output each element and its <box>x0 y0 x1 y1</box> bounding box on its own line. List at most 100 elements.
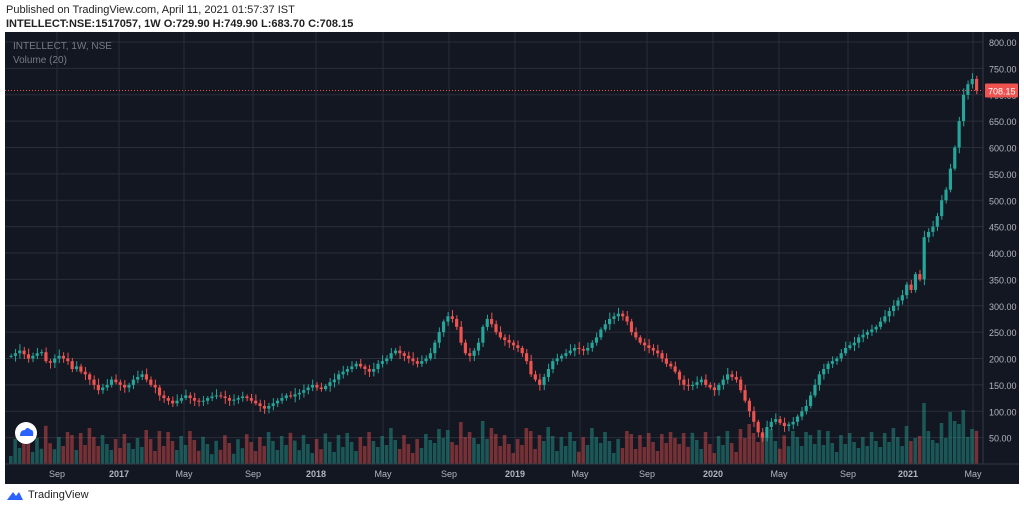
volume-bar <box>782 435 786 464</box>
volume-bar <box>498 446 502 464</box>
volume-bar <box>773 441 778 464</box>
candle-body <box>896 300 900 306</box>
volume-bar <box>734 452 738 464</box>
volume-bar <box>533 449 537 464</box>
candle-body <box>708 384 712 388</box>
publish-header: Published on TradingView.com, April 11, … <box>6 3 353 31</box>
volume-bar <box>660 434 664 464</box>
candle-body <box>420 361 424 364</box>
candle-body <box>188 395 192 399</box>
candle-body <box>948 168 952 190</box>
volume-bar <box>725 431 730 464</box>
candle-body <box>638 337 642 343</box>
volume-bar <box>550 436 555 464</box>
candle-body <box>559 355 564 359</box>
candle-body <box>695 382 699 385</box>
candle-body <box>861 334 865 338</box>
candle-body <box>92 379 96 385</box>
volume-bar <box>402 435 406 464</box>
price-tick-label: 200.00 <box>989 355 1017 365</box>
candle-body <box>171 400 175 404</box>
volume-bar <box>43 425 48 464</box>
volume-bar <box>515 439 520 464</box>
volume-bar <box>249 442 253 464</box>
candle-body <box>123 384 127 388</box>
volume-bar <box>760 434 765 464</box>
candle-body <box>249 398 253 401</box>
candle-body <box>13 353 17 356</box>
volume-bar <box>970 429 974 464</box>
candle-body <box>747 400 751 412</box>
candle-body <box>524 353 529 362</box>
volume-bar <box>183 445 188 464</box>
candle-body <box>498 332 502 338</box>
volume-bar <box>445 430 450 464</box>
candle-body <box>656 350 660 354</box>
volume-bar <box>113 439 118 464</box>
open-value: O:729.90 <box>163 18 210 30</box>
time-axis[interactable] <box>5 464 1019 484</box>
candle-body <box>804 405 808 412</box>
volume-bar <box>389 428 393 464</box>
volume-bar <box>585 445 590 464</box>
chart-area[interactable]: 50.00 100.00 150.00 200.00 250.00 300.00 350.0… <box>5 32 1019 484</box>
candle-body <box>328 382 332 386</box>
candle-body <box>699 379 703 383</box>
candle-body <box>66 358 70 362</box>
candle-body <box>44 352 48 362</box>
candle-body <box>857 337 861 343</box>
volume-bar <box>258 437 262 464</box>
candle-body <box>468 353 472 356</box>
candle-body <box>931 226 935 232</box>
candle-body <box>437 332 441 343</box>
volume-bar <box>271 441 275 464</box>
candle-body <box>96 384 100 391</box>
footer-brand[interactable]: TradingView <box>6 489 89 501</box>
volume-bar <box>332 452 336 464</box>
volume-bar <box>314 439 319 464</box>
candle-body <box>953 147 957 169</box>
volume-bar <box>808 435 813 464</box>
volume-bar <box>459 422 463 464</box>
candle-body <box>192 398 197 401</box>
volume-bar <box>17 448 22 464</box>
candle-body <box>323 385 328 390</box>
candle-body <box>245 396 249 399</box>
volume-bar <box>887 442 891 464</box>
time-tick-label: Sep <box>639 469 655 479</box>
volume-bar <box>345 433 350 464</box>
price-axis[interactable] <box>983 32 1019 464</box>
volume-bar <box>319 449 323 464</box>
price-tick-label: 550.00 <box>989 170 1017 180</box>
price-tick-label: 450.00 <box>989 223 1017 233</box>
candle-body <box>800 411 804 417</box>
volume-bar <box>581 437 585 464</box>
volume-bar <box>611 453 616 464</box>
volume-bar <box>690 432 695 464</box>
time-tick-label: Sep <box>245 469 261 479</box>
volume-bar <box>633 449 638 464</box>
volume-bar <box>616 439 620 464</box>
candle-body <box>721 379 725 385</box>
candle-body <box>555 358 559 362</box>
volume-bar <box>209 454 214 464</box>
candle-body <box>511 342 516 346</box>
volume-bar <box>904 426 909 464</box>
candle-body <box>599 329 603 338</box>
volume-bar <box>686 446 690 464</box>
candle-body <box>153 384 157 388</box>
candle-body <box>918 274 922 280</box>
price-tick-label: 250.00 <box>989 328 1017 338</box>
legend-title: INTELLECT, 1W, NSE <box>13 41 112 52</box>
candle-body <box>206 398 210 401</box>
volume-bar <box>393 440 398 464</box>
volume-bar <box>577 451 581 464</box>
volume-bar <box>96 446 100 464</box>
volume-bar <box>349 442 354 464</box>
candle-body <box>830 361 835 364</box>
price-chart[interactable]: 50.00 100.00 150.00 200.00 250.00 300.00 350.0… <box>5 32 1019 484</box>
volume-bar <box>463 437 467 464</box>
volume-bar <box>70 435 74 464</box>
candle-body <box>664 358 668 364</box>
candle-body <box>389 353 393 359</box>
